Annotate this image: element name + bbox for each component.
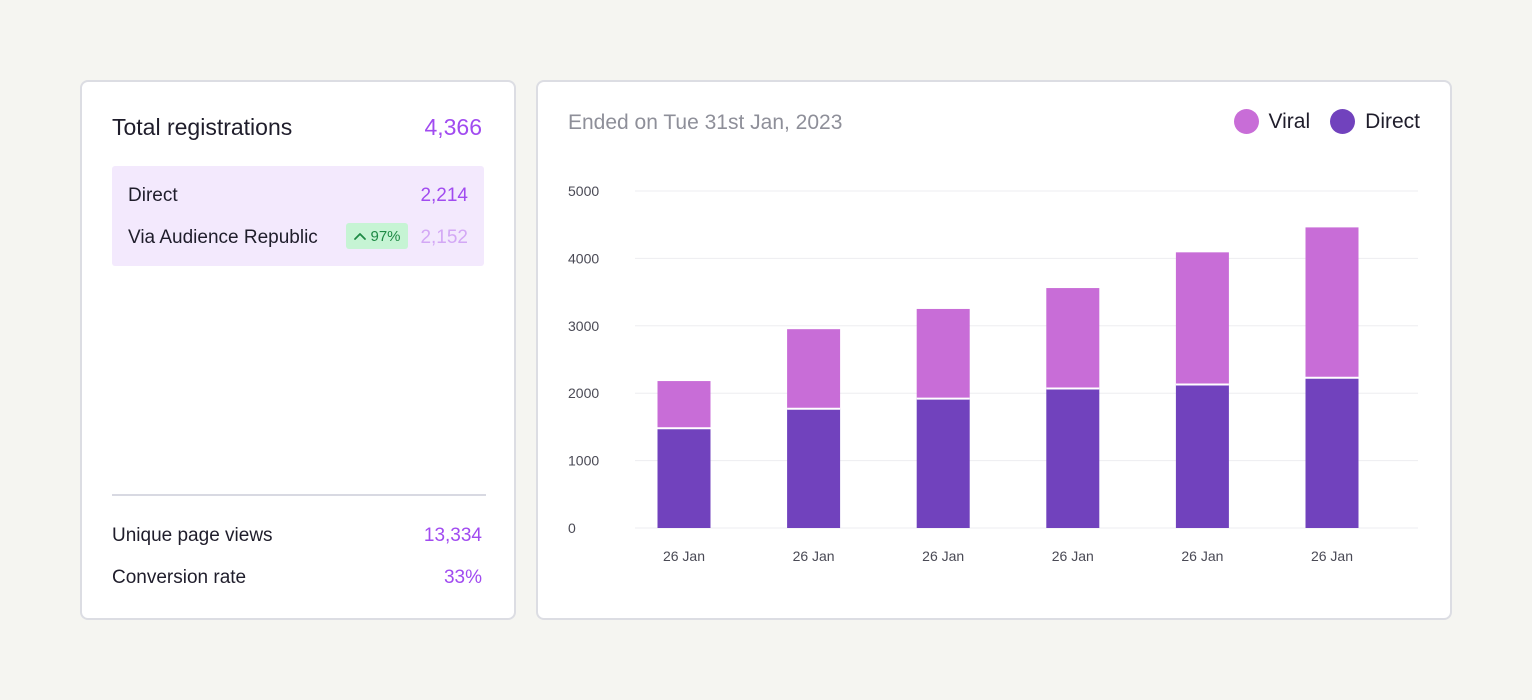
x-tick-label: 26 Jan (1052, 548, 1094, 564)
legend-label-direct: Direct (1365, 109, 1420, 133)
registrations-breakdown: Direct 2,214 Via Audience Republic 97% 2… (112, 166, 484, 266)
bar-direct (1175, 384, 1229, 528)
unique-page-views-label: Unique page views (112, 525, 273, 546)
via-audience-republic-value: 2,152 (420, 227, 468, 248)
bar-viral (1305, 227, 1359, 378)
stacked-bar-chart: 0 1000 2000 3000 4000 5000 26 Jan 26 Jan 26 Jan 2… (568, 183, 1418, 564)
unique-page-views-value: 13,334 (423, 525, 482, 546)
chart-title: Ended on Tue 31st Jan, 2023 (568, 111, 843, 134)
bar-direct (787, 408, 841, 528)
y-tick-label: 3000 (568, 318, 599, 334)
legend-item-direct[interactable]: Direct (1330, 109, 1420, 134)
x-tick-label: 26 Jan (1181, 548, 1223, 564)
total-registrations-label: Total registrations (112, 114, 293, 140)
chart-legend: Viral Direct (1214, 109, 1420, 134)
bar-viral (1046, 288, 1100, 389)
growth-badge: 97% (346, 223, 408, 249)
bar-viral (787, 329, 841, 409)
y-tick-label: 1000 (568, 453, 599, 469)
total-registrations-value: 4,366 (424, 114, 482, 140)
direct-value: 2,214 (420, 185, 468, 206)
legend-item-viral[interactable]: Viral (1233, 109, 1311, 134)
bar-direct (916, 398, 970, 528)
bar-direct (657, 428, 711, 528)
bar-viral (657, 381, 711, 429)
direct-label: Direct (128, 185, 178, 206)
registrations-summary-card: Total registrations 4,366 Direct 2,214 V… (80, 80, 516, 620)
x-tick-label: 26 Jan (663, 548, 705, 564)
arrow-up-icon (353, 231, 367, 241)
divider (112, 494, 486, 496)
growth-badge-value: 97% (370, 227, 401, 245)
bar-viral (1175, 252, 1229, 385)
bar-direct (1046, 388, 1100, 528)
x-tick-label: 26 Jan (922, 548, 964, 564)
legend-label-viral: Viral (1268, 109, 1311, 133)
via-audience-republic-label: Via Audience Republic (128, 227, 318, 248)
bar-direct (1305, 377, 1359, 528)
x-tick-label: 26 Jan (793, 548, 835, 564)
conversion-rate-value: 33% (443, 567, 482, 588)
y-tick-label: 0 (568, 520, 576, 536)
y-tick-label: 2000 (568, 385, 599, 401)
conversion-rate-label: Conversion rate (112, 567, 247, 588)
legend-swatch-direct (1330, 109, 1356, 134)
legend-swatch-viral (1233, 109, 1259, 134)
x-tick-label: 26 Jan (1311, 548, 1353, 564)
y-tick-label: 4000 (568, 250, 599, 266)
registrations-chart-card: Ended on Tue 31st Jan, 2023 Viral Direct… (536, 80, 1452, 620)
bar-viral (916, 308, 970, 399)
y-tick-label: 5000 (568, 183, 599, 199)
